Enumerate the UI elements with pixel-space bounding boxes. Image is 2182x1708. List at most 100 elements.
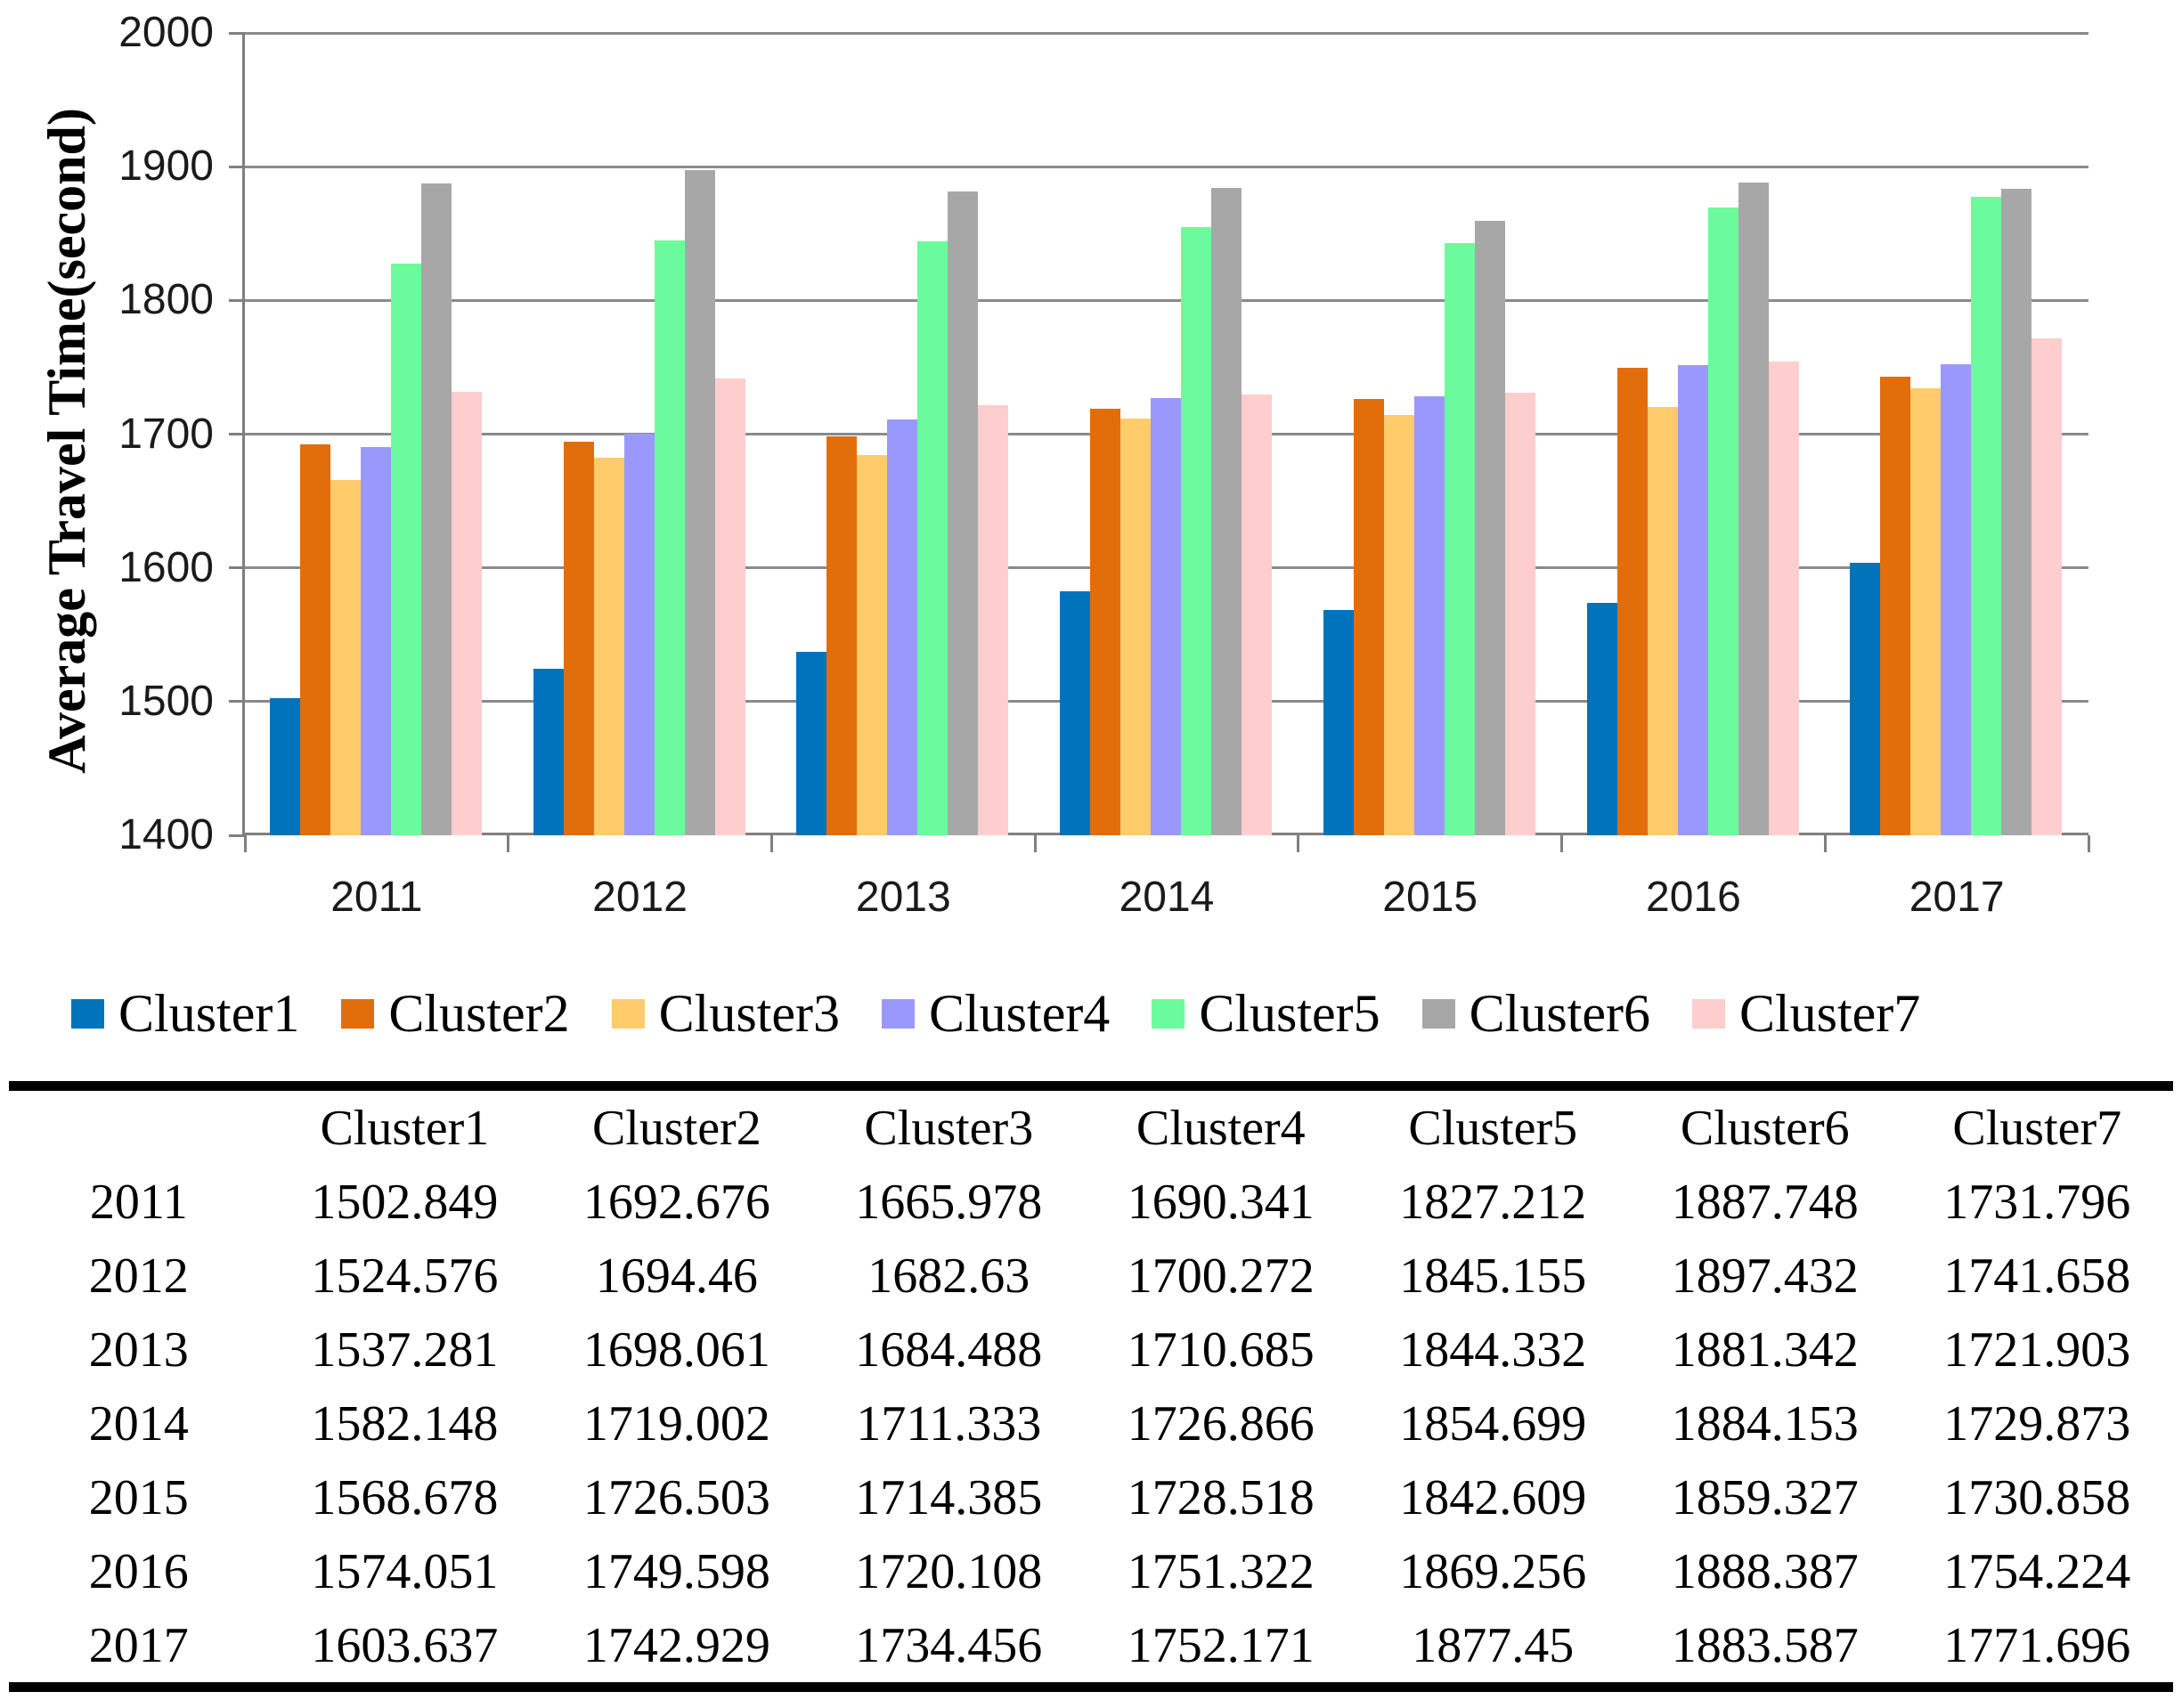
x-axis-tick-label: 2011: [330, 874, 423, 921]
y-axis-tick-label: 1400: [118, 811, 214, 858]
gridline: [245, 165, 2088, 168]
bar-cluster2-2015: [1353, 398, 1384, 835]
value-cell: 1754.224: [1943, 1543, 2131, 1599]
value-cell: 1877.45: [1412, 1617, 1575, 1673]
value-cell: 1869.256: [1399, 1543, 1587, 1599]
value-cell: 1692.676: [582, 1174, 770, 1230]
value-cell: 1502.849: [311, 1174, 499, 1230]
x-axis-tick: [507, 835, 510, 852]
row-year-cell: 2015: [88, 1469, 189, 1525]
bar-cluster6-2012: [684, 170, 715, 835]
legend-item-cluster3: Cluster3: [611, 982, 840, 1045]
table-row: 2011 1502.849 1692.676 1665.978 1690.341 1827…: [9, 1165, 2173, 1239]
x-axis-tick: [1823, 835, 1827, 852]
bar-cluster4-2012: [623, 434, 655, 835]
bar-cluster4-2015: [1413, 395, 1445, 835]
row-year-cell: 2011: [89, 1174, 188, 1230]
y-axis-tick-label: 1500: [118, 677, 214, 725]
value-cell: 1698.061: [582, 1322, 770, 1378]
value-cell: 1690.341: [1127, 1174, 1315, 1230]
y-axis-tick: [229, 31, 245, 35]
legend-label: Cluster3: [658, 984, 840, 1043]
x-axis-tick-label: 2017: [1909, 874, 2005, 921]
y-axis-tick: [229, 298, 245, 302]
legend-label: Cluster2: [388, 984, 570, 1043]
value-cell: 1731.796: [1943, 1174, 2131, 1230]
bar-cluster7-2017: [2031, 338, 2063, 835]
bar-cluster4-2017: [1941, 364, 1972, 835]
legend-label: Cluster6: [1469, 984, 1650, 1043]
data-table: Cluster1 Cluster2 Cluster3 Cluster4 Cluster5…: [9, 1081, 2173, 1692]
bar-cluster7-2016: [1768, 362, 1799, 835]
bar-cluster6-2014: [1211, 187, 1242, 835]
bar-cluster1-2014: [1060, 591, 1091, 835]
value-cell: 1711.333: [856, 1395, 1042, 1452]
value-cell: 1749.598: [582, 1543, 770, 1599]
x-axis-tick-label: 2014: [1119, 874, 1215, 921]
table-header-cell: Cluster2: [591, 1100, 761, 1156]
bar-cluster3-2016: [1647, 407, 1678, 835]
value-cell: 1751.322: [1127, 1543, 1315, 1599]
value-cell: 1883.587: [1671, 1617, 1859, 1673]
bar-cluster2-2013: [826, 436, 858, 835]
value-cell: 1827.212: [1399, 1174, 1587, 1230]
value-cell: 1665.978: [855, 1174, 1043, 1230]
legend-swatch-icon: [611, 998, 645, 1029]
bar-cluster3-2015: [1383, 414, 1414, 835]
bar-chart: Average Travel Time(second) 2000 1900 1800…: [37, 9, 2090, 921]
bar-cluster3-2012: [593, 457, 624, 835]
table-row: 2013 1537.281 1698.061 1684.488 1710.685 1844…: [9, 1313, 2173, 1387]
bar-cluster6-2017: [2001, 188, 2032, 835]
x-axis-tick-label: 2016: [1646, 874, 1741, 921]
row-year-cell: 2014: [88, 1395, 189, 1452]
bar-cluster2-2017: [1880, 377, 1911, 835]
value-cell: 1714.385: [855, 1469, 1043, 1525]
value-cell: 1897.432: [1671, 1248, 1859, 1304]
bar-cluster1-2011: [270, 697, 300, 835]
value-cell: 1859.327: [1671, 1469, 1859, 1525]
value-cell: 1574.051: [311, 1543, 499, 1599]
legend-swatch-icon: [341, 998, 375, 1029]
bar-cluster4-2013: [887, 419, 918, 835]
legend-label: Cluster1: [118, 984, 300, 1043]
value-cell: 1568.678: [311, 1469, 499, 1525]
value-cell: 1726.866: [1127, 1395, 1315, 1452]
bar-cluster5-2017: [1971, 197, 2002, 835]
x-axis-tick: [2087, 835, 2090, 852]
value-cell: 1720.108: [855, 1543, 1043, 1599]
bar-cluster6-2011: [421, 183, 452, 835]
value-cell: 1721.903: [1943, 1322, 2131, 1378]
bar-cluster7-2012: [714, 378, 745, 835]
table-corner-cell: [9, 1086, 269, 1166]
table-header-cell: Cluster5: [1408, 1100, 1578, 1156]
value-cell: 1729.873: [1943, 1395, 2131, 1452]
y-axis-tick: [229, 700, 245, 704]
row-year-cell: 2016: [88, 1543, 189, 1599]
gridline: [245, 298, 2088, 302]
y-axis-tick: [229, 834, 245, 837]
x-axis-tick: [1560, 835, 1564, 852]
table-row: 2015 1568.678 1726.503 1714.385 1728.518 1842…: [9, 1460, 2173, 1534]
bar-cluster4-2011: [361, 447, 391, 835]
value-cell: 1887.748: [1671, 1174, 1859, 1230]
value-cell: 1694.46: [595, 1248, 758, 1304]
value-cell: 1603.637: [311, 1617, 499, 1673]
value-cell: 1582.148: [311, 1395, 499, 1452]
bar-cluster2-2014: [1090, 408, 1121, 835]
bar-cluster2-2012: [563, 441, 594, 835]
x-axis-tick-label: 2013: [855, 874, 951, 921]
value-cell: 1728.518: [1127, 1469, 1315, 1525]
bar-cluster6-2015: [1474, 221, 1505, 835]
y-axis-tick-label: 2000: [118, 9, 214, 56]
x-axis-tick-label: 2015: [1382, 874, 1478, 921]
bar-cluster7-2013: [978, 404, 1009, 835]
value-cell: 1854.699: [1399, 1395, 1587, 1452]
row-year-cell: 2012: [88, 1248, 189, 1304]
legend-swatch-icon: [1152, 998, 1185, 1029]
value-cell: 1682.63: [867, 1248, 1030, 1304]
y-axis-tick: [229, 566, 245, 570]
x-axis-tick-label: 2012: [592, 874, 688, 921]
bar-cluster3-2013: [857, 454, 888, 835]
legend-swatch-icon: [881, 998, 915, 1029]
